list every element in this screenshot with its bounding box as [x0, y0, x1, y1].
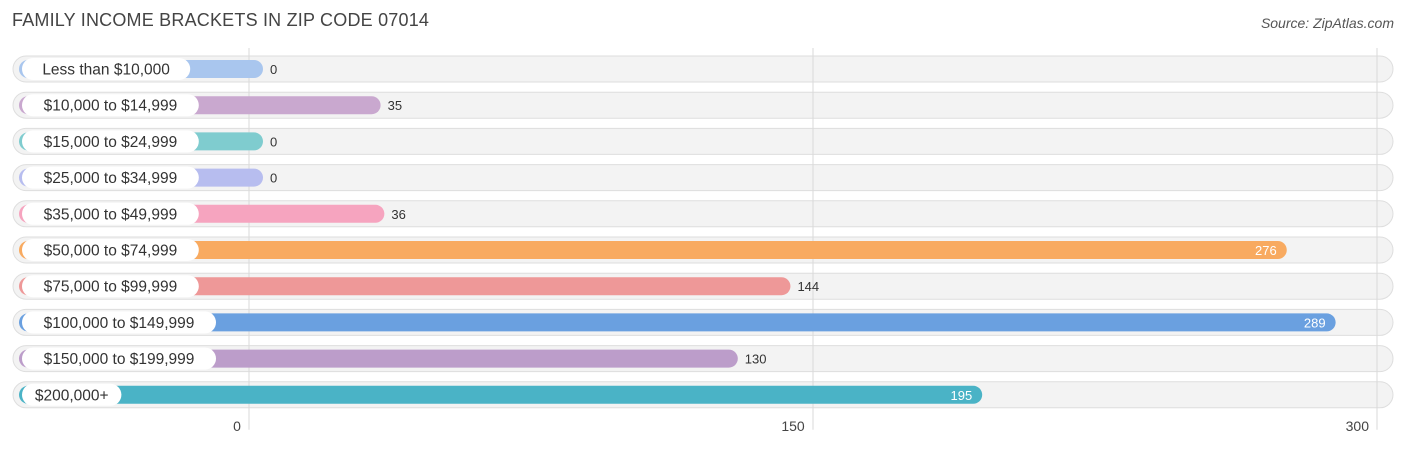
x-tick-label: 0: [233, 418, 241, 434]
value-label: 130: [745, 352, 767, 367]
value-label: 289: [1304, 315, 1326, 330]
category-label-pill: [22, 275, 199, 298]
row-background: [12, 164, 1394, 192]
category-label: $150,000 to $199,999: [44, 351, 195, 368]
source-note: Source: ZipAtlas.com: [1260, 15, 1394, 31]
x-tick-label: 150: [781, 418, 805, 434]
bar: [19, 277, 791, 296]
category-label-pill: [22, 166, 199, 189]
category-label-pill: [22, 130, 199, 153]
value-label: 0: [270, 171, 277, 186]
value-label: 36: [391, 207, 405, 222]
category-label: Less than $10,000: [42, 62, 170, 79]
value-label: 0: [270, 134, 277, 149]
value-label: 0: [270, 62, 277, 77]
category-label: $100,000 to $149,999: [44, 315, 195, 332]
x-tick-label: 300: [1346, 418, 1370, 434]
row-background: [12, 55, 1394, 83]
category-label-pill: [22, 239, 199, 261]
row-background: [12, 127, 1394, 155]
category-label: $10,000 to $14,999: [44, 98, 178, 115]
value-label: 195: [950, 388, 972, 403]
category-label-pill: [22, 202, 199, 225]
bar: [19, 313, 1336, 332]
category-label-pill: [22, 94, 199, 117]
category-label: $15,000 to $24,999: [44, 134, 178, 151]
category-label: $25,000 to $34,999: [44, 170, 178, 187]
category-label: $35,000 to $49,999: [44, 206, 178, 223]
value-label: 276: [1255, 243, 1277, 258]
value-label: 35: [388, 98, 402, 113]
category-label-pill: [22, 347, 216, 370]
chart-title: FAMILY INCOME BRACKETS IN ZIP CODE 07014: [12, 10, 430, 30]
bar: [19, 241, 1287, 259]
category-label-pill: [22, 383, 122, 406]
category-label-pill: [22, 311, 216, 334]
category-label-pill: [22, 58, 191, 80]
category-label: $200,000+: [35, 387, 109, 404]
category-label: $75,000 to $99,999: [44, 279, 178, 296]
bar: [19, 385, 983, 404]
category-label: $50,000 to $74,999: [44, 243, 178, 260]
value-label: 144: [797, 279, 819, 294]
